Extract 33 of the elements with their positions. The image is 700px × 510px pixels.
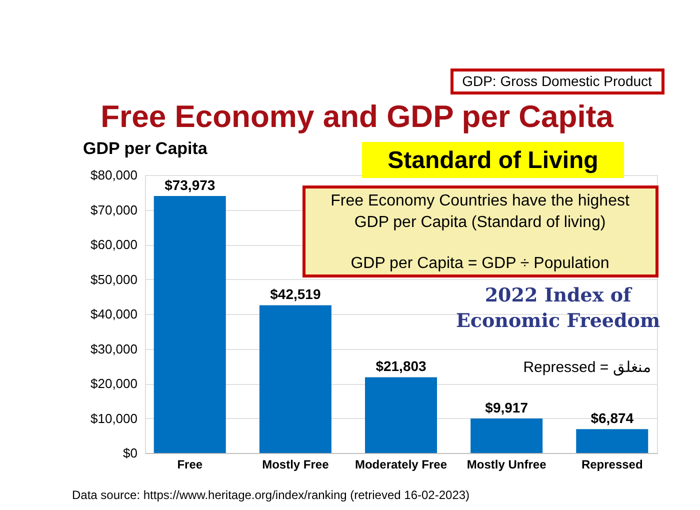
bar xyxy=(470,418,543,453)
data-label: $9,917 xyxy=(485,400,528,416)
text: Standard of Living xyxy=(388,147,598,174)
y-tick-label: $30,000 xyxy=(90,341,138,356)
x-tick-label: Repressed xyxy=(581,458,643,472)
x-tick-label: Mostly Free xyxy=(262,458,330,472)
y-axis-title: GDP per Capita xyxy=(83,139,208,158)
data-label: $73,973 xyxy=(164,176,216,193)
y-tick-label: $40,000 xyxy=(90,306,138,322)
y-tick-label: $80,000 xyxy=(90,168,138,182)
annotation: 2022 Index of Economic Freedom xyxy=(456,284,660,332)
y-tick-label: $20,000 xyxy=(90,376,138,391)
data-label: $21,803 xyxy=(376,358,427,374)
bar xyxy=(365,377,437,453)
y-tick-label: $60,000 xyxy=(90,237,138,252)
bar xyxy=(259,305,332,453)
annotation: Repressed = منغلق xyxy=(523,359,651,376)
source-note: Data source: https://www.heritage.org/index/ranking (retrieved 16-02-2023) xyxy=(72,488,470,502)
data-label: $42,519 xyxy=(270,286,321,302)
bar xyxy=(576,429,648,453)
chart-title: Free Economy and GDP per Capita xyxy=(100,99,614,134)
bar xyxy=(154,196,226,453)
x-tick-label: Mostly Unfree xyxy=(466,458,547,472)
y-tick-label: $10,000 xyxy=(90,410,138,426)
x-tick-label: Free xyxy=(177,458,203,472)
annotation: Free Economy Countries have the highest GDP per Capita (Standard of living) xyxy=(330,192,630,231)
y-tick-label: $70,000 xyxy=(90,202,138,218)
x-tick-label: Moderately Free xyxy=(354,458,448,472)
data-label: $6,874 xyxy=(590,410,634,426)
y-tick-label: $50,000 xyxy=(90,272,138,287)
text: GDP: Gross Domestic Product xyxy=(462,73,652,89)
annotation: GDP per Capita = GDP ÷ Population xyxy=(350,255,610,272)
y-tick-label: $0 xyxy=(123,446,138,460)
